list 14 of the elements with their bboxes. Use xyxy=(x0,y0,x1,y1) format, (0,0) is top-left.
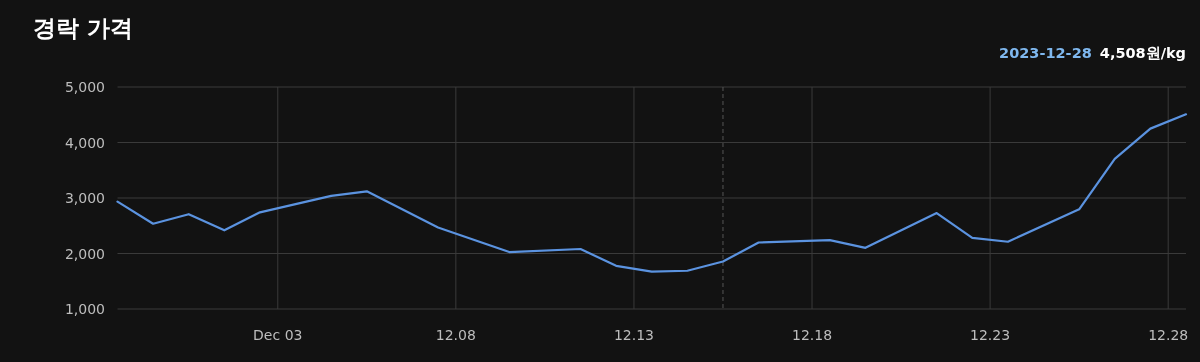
x-tick-label: 12.23 xyxy=(970,327,1011,343)
x-tick-label: Dec 03 xyxy=(253,327,303,343)
x-tick-label: 12.18 xyxy=(791,327,833,343)
x-tick-label: 12.28 xyxy=(1148,327,1189,343)
text: 2023-12-28 xyxy=(999,45,1092,61)
x-tick-label: 12.08 xyxy=(435,327,476,343)
x-tick-label: 12.13 xyxy=(613,327,654,343)
y-tick-label: 2,000 xyxy=(64,245,105,262)
y-tick-label: 1,000 xyxy=(64,301,105,317)
y-tick-label: 5,000 xyxy=(64,79,105,95)
chart-title: 경락 가격 xyxy=(33,15,134,41)
y-tick-label: 3,000 xyxy=(64,190,105,206)
text: 4,508원/kg xyxy=(1099,45,1186,61)
y-tick-label: 4,000 xyxy=(64,134,105,151)
